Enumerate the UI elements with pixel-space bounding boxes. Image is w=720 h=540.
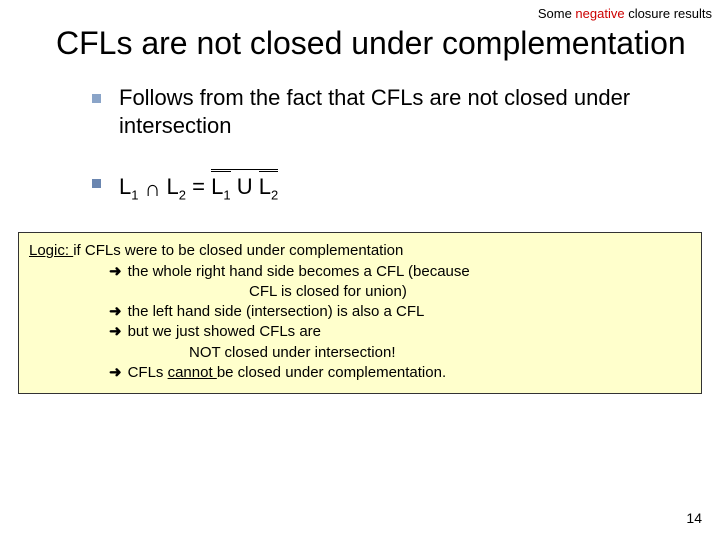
formula-l1: L	[119, 174, 131, 199]
arrow-icon: ➜	[109, 363, 122, 383]
logic-a2: the left hand side (intersection) is als…	[128, 302, 425, 322]
bullet-item-2: L1 ∩ L2 = L1 U L2	[92, 169, 690, 204]
logic-box: Logic: if CFLs were to be closed under c…	[18, 232, 702, 394]
header-post: closure results	[625, 6, 712, 21]
arrow-icon: ➜	[109, 302, 122, 322]
logic-intro-line: Logic: if CFLs were to be closed under c…	[29, 241, 691, 261]
logic-intro: if CFLs were to be closed under compleme…	[73, 242, 403, 259]
logic-line-3b: NOT closed under intersection!	[29, 343, 691, 363]
arrow-icon: ➜	[109, 322, 122, 342]
bullet-item-1: Follows from the fact that CFLs are not …	[92, 84, 690, 141]
bullet-list: Follows from the fact that CFLs are not …	[0, 74, 720, 204]
bullet-1-text: Follows from the fact that CFLs are not …	[119, 84, 690, 141]
logic-a4: CFLs cannot be closed under complementat…	[128, 363, 447, 383]
logic-a4a: CFLs	[128, 364, 168, 381]
logic-a3: but we just showed CFLs are	[128, 322, 321, 342]
arrow-icon: ➜	[109, 262, 122, 282]
header-negative: negative	[575, 6, 624, 21]
logic-a4u: cannot	[168, 364, 217, 381]
demorgan-formula: L1 ∩ L2 = L1 U L2	[119, 169, 690, 204]
formula-sub4: 2	[271, 187, 278, 202]
union-symbol: U	[231, 174, 259, 199]
logic-line-1: ➜ the whole right hand side becomes a CF…	[29, 262, 691, 282]
outer-complement-bar: L1 U L2	[211, 169, 278, 204]
formula-l3: L	[211, 174, 223, 199]
logic-a1: the whole right hand side becomes a CFL …	[128, 262, 470, 282]
slide-header: Some negative closure results	[0, 0, 720, 21]
formula-l2: L	[167, 174, 179, 199]
logic-line-4: ➜ CFLs cannot be closed under complement…	[29, 363, 691, 383]
equals-symbol: =	[192, 174, 211, 199]
logic-line-3: ➜ but we just showed CFLs are	[29, 322, 691, 342]
intersection-symbol: ∩	[145, 175, 161, 204]
formula-l4: L	[259, 174, 271, 199]
l2-complement-bar: L2	[259, 171, 278, 204]
header-pre: Some	[538, 6, 576, 21]
formula-sub1: 1	[131, 187, 138, 202]
slide-title: CFLs are not closed under complementatio…	[0, 21, 720, 74]
formula-sub3: 1	[223, 187, 230, 202]
logic-a4b: be closed under complementation.	[217, 364, 446, 381]
formula-sub2: 2	[179, 187, 186, 202]
logic-line-1b: CFL is closed for union)	[29, 282, 691, 302]
bullet-square-icon	[92, 179, 101, 188]
bullet-square-icon	[92, 94, 101, 103]
page-number: 14	[686, 510, 702, 526]
logic-line-2: ➜ the left hand side (intersection) is a…	[29, 302, 691, 322]
l1-complement-bar: L1	[211, 171, 230, 204]
logic-label: Logic:	[29, 242, 73, 259]
